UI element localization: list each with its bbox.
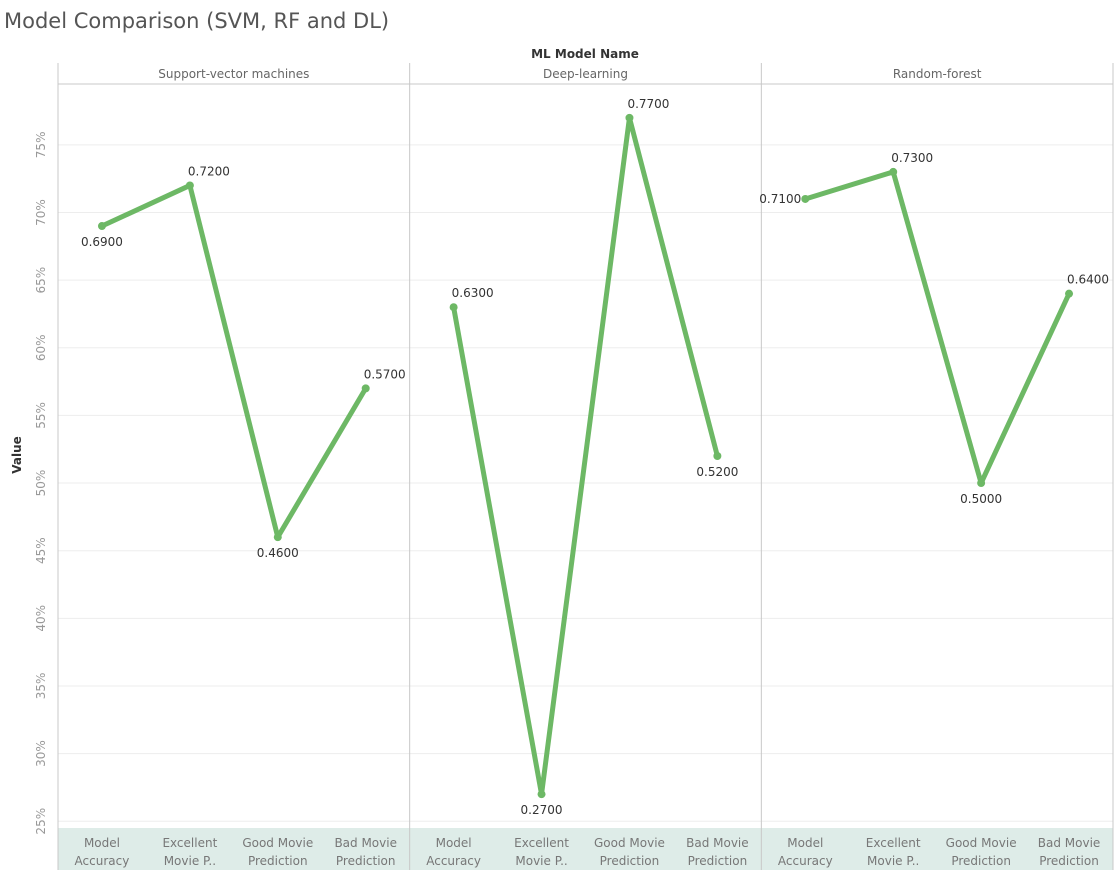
grid-lines bbox=[58, 144, 1113, 822]
y-axis: Value 25% 30% 35% 40% 45% 50% 55% 60% 65% 70% 75% bbox=[10, 132, 48, 835]
x-tick-label: Prediction bbox=[1039, 854, 1099, 868]
data-label: 0.7200 bbox=[188, 164, 230, 178]
series-line bbox=[451, 115, 720, 797]
x-tick-label: Model bbox=[787, 836, 823, 850]
x-tick-label: Bad Movie bbox=[686, 836, 749, 850]
panel-title: Support-vector machines bbox=[158, 67, 309, 81]
x-tick-label: Accuracy bbox=[75, 854, 130, 868]
panel-title: Deep-learning bbox=[543, 67, 628, 81]
x-tick-label: Good Movie bbox=[594, 836, 665, 850]
y-tick-label: 35% bbox=[34, 673, 48, 700]
series-line bbox=[802, 169, 1072, 486]
data-label: 0.6300 bbox=[452, 286, 494, 300]
x-tick-label: Model bbox=[436, 836, 472, 850]
x-tick-label: Bad Movie bbox=[1038, 836, 1101, 850]
data-point bbox=[97, 222, 106, 231]
chart-title: Model Comparison (SVM, RF and DL) bbox=[4, 9, 389, 33]
x-tick-label: Excellent bbox=[162, 836, 217, 850]
data-point bbox=[977, 479, 986, 488]
x-tick-label: Accuracy bbox=[778, 854, 833, 868]
x-tick-label: Bad Movie bbox=[334, 836, 397, 850]
data-label: 0.2700 bbox=[521, 803, 563, 817]
data-label: 0.5200 bbox=[696, 465, 738, 479]
x-axis-band-rect bbox=[58, 828, 1113, 870]
x-tick-label: Prediction bbox=[336, 854, 396, 868]
x-tick-label: Movie P.. bbox=[867, 854, 919, 868]
y-tick-label: 65% bbox=[34, 267, 48, 294]
data-point bbox=[361, 384, 370, 393]
y-tick-label: 60% bbox=[34, 334, 48, 361]
x-tick-label: Prediction bbox=[248, 854, 308, 868]
series: 0.6900 0.7200 0.4600 0.5700 0.6300 0.2700 0.77… bbox=[81, 97, 1109, 817]
data-label: 0.6900 bbox=[81, 235, 123, 249]
y-tick-label: 25% bbox=[34, 808, 48, 835]
data-point bbox=[537, 790, 546, 799]
y-tick-label: 55% bbox=[34, 402, 48, 429]
data-label: 0.7300 bbox=[891, 151, 933, 165]
x-tick-label: Excellent bbox=[514, 836, 569, 850]
x-tick-label: Movie P.. bbox=[164, 854, 216, 868]
x-tick-label: Prediction bbox=[951, 854, 1011, 868]
x-axis-band bbox=[58, 828, 1113, 870]
x-axis-ticks: Model Accuracy Excellent Movie P.. Good Movi… bbox=[75, 836, 1101, 868]
panel-separators bbox=[57, 63, 1114, 870]
x-tick-label: Prediction bbox=[688, 854, 748, 868]
series-line bbox=[99, 182, 369, 540]
data-label: 0.6400 bbox=[1067, 273, 1109, 287]
x-tick-label: Model bbox=[84, 836, 120, 850]
y-tick-label: 75% bbox=[34, 132, 48, 159]
data-point bbox=[889, 167, 898, 176]
y-tick-label: 70% bbox=[34, 199, 48, 226]
x-tick-label: Accuracy bbox=[426, 854, 481, 868]
y-tick-label: 50% bbox=[34, 470, 48, 497]
data-label: 0.5700 bbox=[364, 367, 406, 381]
data-point bbox=[449, 303, 458, 312]
y-axis-label: Value bbox=[10, 436, 24, 474]
column-header: ML Model Name bbox=[531, 47, 639, 61]
panel-headers: Support-vector machines Deep-learning Rand… bbox=[158, 67, 981, 81]
data-point bbox=[713, 452, 722, 460]
y-tick-label: 30% bbox=[34, 740, 48, 767]
data-point bbox=[625, 113, 634, 122]
x-tick-label: Prediction bbox=[600, 854, 660, 868]
y-tick-label: 40% bbox=[34, 605, 48, 632]
x-tick-label: Good Movie bbox=[242, 836, 313, 850]
x-tick-label: Movie P.. bbox=[515, 854, 567, 868]
data-point bbox=[273, 533, 282, 542]
data-label: 0.7700 bbox=[627, 97, 669, 111]
x-tick-label: Good Movie bbox=[946, 836, 1017, 850]
data-point bbox=[1065, 289, 1074, 298]
data-label: 0.4600 bbox=[257, 546, 299, 560]
panel-title: Random-forest bbox=[893, 67, 982, 81]
x-tick-label: Excellent bbox=[866, 836, 921, 850]
data-point bbox=[801, 194, 810, 203]
y-tick-label: 45% bbox=[34, 537, 48, 564]
data-label: 0.7100 bbox=[759, 192, 801, 206]
data-point bbox=[185, 181, 194, 190]
data-label: 0.5000 bbox=[960, 492, 1002, 506]
